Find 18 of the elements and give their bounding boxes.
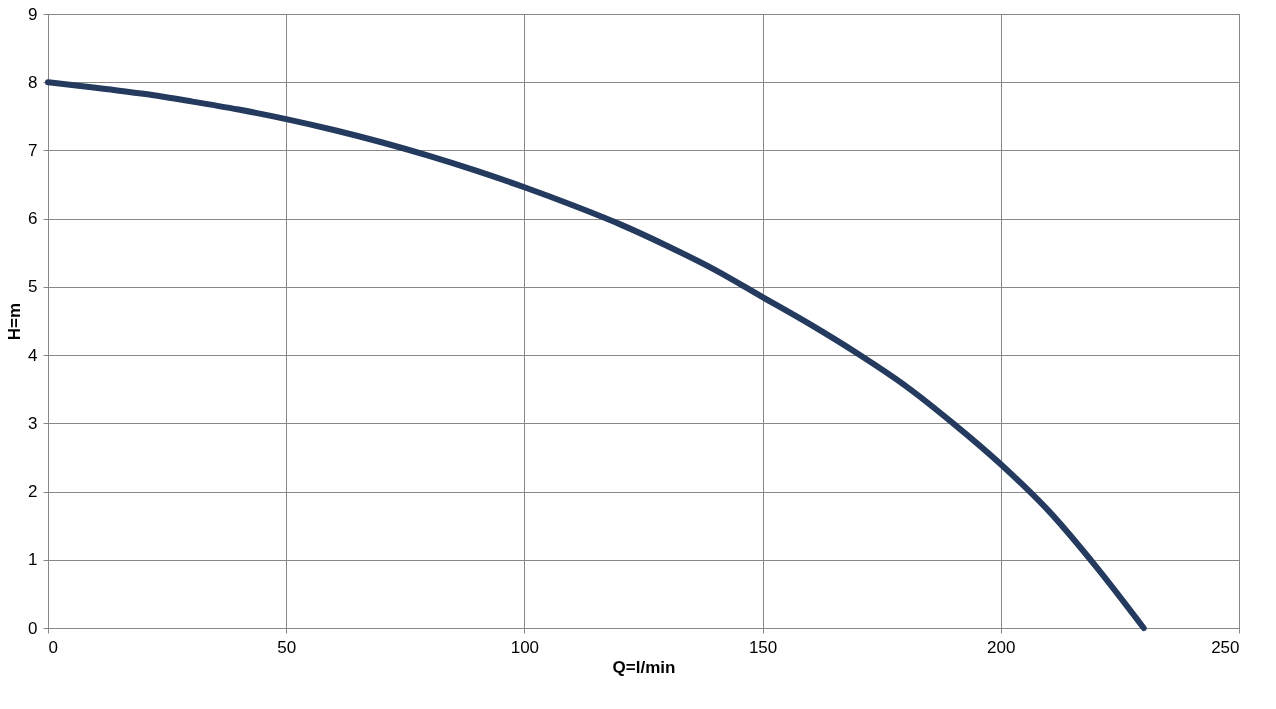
x-axis-title: Q=l/min xyxy=(612,657,676,677)
x-tick-label: 150 xyxy=(748,637,778,657)
y-tick-label: 7 xyxy=(28,140,38,160)
y-tick-label: 1 xyxy=(28,550,38,570)
y-axis-title: H=m xyxy=(5,302,25,341)
y-tick-label: 6 xyxy=(28,209,38,229)
x-tick-label: 50 xyxy=(277,637,297,657)
y-tick-label: 5 xyxy=(28,277,38,297)
x-tick-label: 0 xyxy=(48,637,58,657)
y-tick-label: 4 xyxy=(28,345,38,365)
y-tick-label: 8 xyxy=(28,72,38,92)
x-tick-label: 250 xyxy=(1211,637,1240,657)
y-tick-label: 9 xyxy=(28,4,38,24)
y-tick-label: 2 xyxy=(28,482,38,502)
x-tick-label: 100 xyxy=(510,637,540,657)
y-tick-label: 0 xyxy=(28,618,38,638)
x-tick-label: 200 xyxy=(987,637,1016,657)
y-tick-label: 3 xyxy=(28,413,38,433)
